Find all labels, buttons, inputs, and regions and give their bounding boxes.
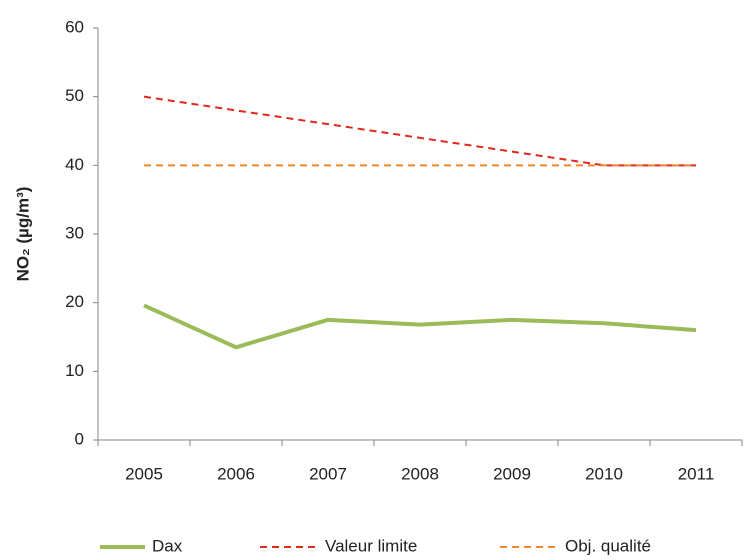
- x-tick-label: 2005: [125, 464, 163, 483]
- y-tick-label: 40: [65, 155, 84, 174]
- legend-label: Valeur limite: [325, 536, 417, 555]
- y-tick-label: 0: [75, 429, 84, 448]
- x-tick-label: 2008: [401, 464, 439, 483]
- x-tick-label: 2009: [493, 464, 531, 483]
- x-tick-label: 2007: [309, 464, 347, 483]
- y-tick-label: 60: [65, 17, 84, 36]
- y-tick-label: 50: [65, 86, 84, 105]
- x-tick-label: 2011: [678, 464, 715, 483]
- y-tick-label: 20: [65, 292, 84, 311]
- series-line: [143, 303, 697, 350]
- legend-label: Dax: [152, 536, 183, 555]
- y-tick-label: 10: [65, 361, 84, 380]
- series-line: [143, 95, 696, 167]
- y-tick-label: 30: [65, 223, 84, 242]
- y-axis-label: NO₂ (µg/m³): [13, 187, 32, 282]
- x-tick-label: 2006: [217, 464, 255, 483]
- x-tick-label: 2010: [585, 464, 623, 483]
- legend-label: Obj. qualité: [565, 536, 651, 555]
